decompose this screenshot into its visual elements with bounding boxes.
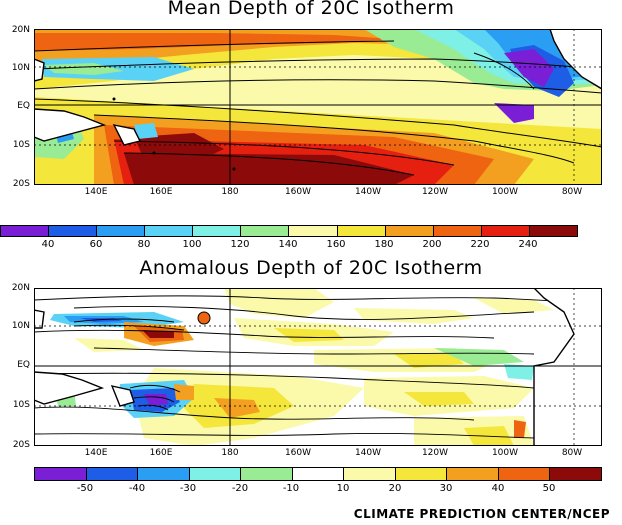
- colorbar-label-160: 160: [326, 239, 346, 250]
- colorbar-swatch: [433, 226, 482, 236]
- colorbar-swatch: [97, 226, 146, 236]
- mean-depth-field: [34, 29, 602, 185]
- lon-label-160e: 160E: [149, 187, 173, 197]
- lat-label-20s: 20S: [12, 440, 30, 450]
- lon-label-120w: 120W: [421, 187, 449, 197]
- lon-label-180: 180: [221, 448, 239, 458]
- lat-label-20n: 20N: [11, 283, 30, 293]
- credit-text: CLIMATE PREDICTION CENTER/NCEP: [353, 507, 610, 521]
- colorbar-label-50: 50: [542, 483, 556, 494]
- mean-depth-map: [34, 29, 602, 185]
- colorbar-swatch: [86, 468, 139, 480]
- lon-label-180: 180: [221, 187, 239, 197]
- colorbar-swatch: [241, 468, 293, 480]
- lon-label-100w: 100W: [491, 448, 519, 458]
- colorbar-label-30: 30: [439, 483, 453, 494]
- lon-label-80w: 80W: [561, 448, 583, 458]
- lon-label-140e: 140E: [84, 187, 108, 197]
- colorbar-swatch: [550, 468, 602, 480]
- colorbar-swatch: [189, 468, 242, 480]
- colorbar-label-m40: -40: [128, 483, 146, 494]
- lat-label-10s: 10S: [12, 140, 30, 150]
- lat-label-eq: EQ: [17, 360, 30, 370]
- anomalous-depth-field: [34, 288, 602, 446]
- colorbar-swatch: [289, 226, 338, 236]
- lon-label-160w: 160W: [284, 187, 312, 197]
- colorbar-swatch: [49, 226, 98, 236]
- lat-label-20n: 20N: [11, 25, 30, 35]
- colorbar-swatch: [138, 468, 190, 480]
- colorbar-label-40: 40: [491, 483, 505, 494]
- lon-label-120w: 120W: [421, 448, 449, 458]
- colorbar-label-100: 100: [182, 239, 202, 250]
- lon-label-140e: 140E: [84, 448, 108, 458]
- colorbar-swatch: [193, 226, 242, 236]
- anomalous-depth-map: [34, 288, 602, 446]
- lat-label-10s: 10S: [12, 400, 30, 410]
- lon-label-140w: 140W: [354, 448, 382, 458]
- colorbar-swatch: [481, 226, 530, 236]
- colorbar-swatch: [385, 226, 434, 236]
- anomalous-depth-title: Anomalous Depth of 20C Isotherm: [139, 257, 483, 279]
- colorbar-swatch: [395, 468, 448, 480]
- colorbar-label-60: 60: [89, 239, 103, 250]
- colorbar-label-220: 220: [470, 239, 490, 250]
- colorbar-swatch: [292, 468, 345, 480]
- mean-depth-colorbar: [0, 225, 578, 237]
- lon-label-160w: 160W: [284, 448, 312, 458]
- colorbar-label-m10: -10: [282, 483, 300, 494]
- colorbar-label-20: 20: [388, 483, 402, 494]
- colorbar-swatch: [145, 226, 194, 236]
- lon-label-140w: 140W: [354, 187, 382, 197]
- colorbar-swatch: [241, 226, 290, 236]
- lat-label-20s: 20S: [12, 179, 30, 189]
- lat-label-eq: EQ: [17, 101, 30, 111]
- colorbar-label-40: 40: [41, 239, 55, 250]
- anomaly-colorbar: [34, 467, 602, 481]
- colorbar-swatch: [529, 226, 577, 236]
- colorbar-label-80: 80: [137, 239, 151, 250]
- lon-label-100w: 100W: [491, 187, 519, 197]
- colorbar-swatch: [447, 468, 499, 480]
- lat-label-10n: 10N: [11, 63, 30, 73]
- colorbar-label-200: 200: [422, 239, 442, 250]
- colorbar-label-180: 180: [374, 239, 394, 250]
- colorbar-label-240: 240: [518, 239, 538, 250]
- colorbar-swatch: [344, 468, 396, 480]
- colorbar-label-m50: -50: [76, 483, 94, 494]
- colorbar-label-m30: -30: [179, 483, 197, 494]
- colorbar-label-120: 120: [230, 239, 250, 250]
- colorbar-label-m20: -20: [231, 483, 249, 494]
- mean-depth-title: Mean Depth of 20C Isotherm: [167, 0, 455, 19]
- lon-label-80w: 80W: [561, 187, 583, 197]
- colorbar-label-140: 140: [278, 239, 298, 250]
- colorbar-swatch: [1, 226, 50, 236]
- colorbar-swatch: [35, 468, 87, 480]
- lon-label-160e: 160E: [149, 448, 173, 458]
- colorbar-label-10: 10: [336, 483, 350, 494]
- lat-label-10n: 10N: [11, 321, 30, 331]
- colorbar-swatch: [498, 468, 551, 480]
- colorbar-swatch: [337, 226, 386, 236]
